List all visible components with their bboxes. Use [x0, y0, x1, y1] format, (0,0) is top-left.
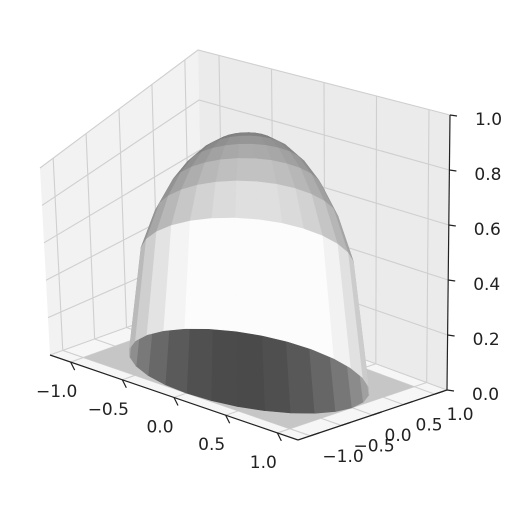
surface-facet — [208, 217, 236, 332]
z-tick-label: 0.0 — [472, 385, 499, 405]
z-tick-label: 0.4 — [473, 275, 500, 295]
tick-mark — [310, 432, 320, 437]
tick-mark — [173, 397, 179, 406]
surface-facet — [238, 135, 253, 145]
tick-mark — [434, 390, 444, 395]
tick-mark — [70, 361, 76, 371]
x-tick-label: −1.0 — [36, 382, 77, 402]
surface-facet — [234, 217, 263, 336]
surface-facet — [235, 158, 257, 183]
tick-mark — [448, 279, 456, 282]
x-tick-label: −0.5 — [88, 400, 129, 420]
surface-facet — [211, 180, 237, 219]
tick-mark — [276, 432, 282, 442]
tick-mark — [225, 414, 231, 424]
tick-mark — [121, 379, 127, 389]
z-tick-label: 0.6 — [474, 220, 501, 240]
z-tick-label: 0.2 — [473, 330, 500, 350]
x-tick-label: 1.0 — [250, 453, 277, 473]
tick-mark — [447, 334, 455, 337]
x-tick-label: 0.5 — [198, 435, 225, 455]
surface-facet — [234, 180, 260, 221]
y-tick-label: 1.0 — [447, 405, 474, 425]
tick-mark — [372, 411, 382, 416]
tick-mark — [341, 421, 351, 426]
grid-line-z — [41, 99, 450, 206]
tick-mark — [449, 114, 458, 117]
axis-lines — [49, 114, 458, 442]
z-axis-line — [446, 114, 451, 391]
z-tick-label: 0.8 — [474, 165, 501, 185]
x-tick-label: 0.0 — [146, 418, 173, 438]
surface-facet — [236, 143, 255, 159]
dome-surface — [129, 132, 370, 414]
grid-line-z — [43, 149, 449, 244]
tick-mark — [446, 389, 455, 392]
y-tick-label: 0.0 — [385, 426, 412, 446]
y-tick-label: −1.0 — [322, 447, 363, 467]
y-tick-label: 0.5 — [416, 416, 443, 436]
tick-mark — [403, 401, 413, 406]
tick-mark — [449, 169, 457, 172]
z-tick-label: 1.0 — [475, 110, 502, 130]
tick-labels: −1.0−0.50.00.51.0 −1.0−0.50.00.51.00.00.2… — [36, 110, 502, 473]
tick-mark — [448, 224, 456, 227]
grid-line-z — [39, 49, 451, 169]
y-tick-label: −0.5 — [353, 436, 394, 456]
